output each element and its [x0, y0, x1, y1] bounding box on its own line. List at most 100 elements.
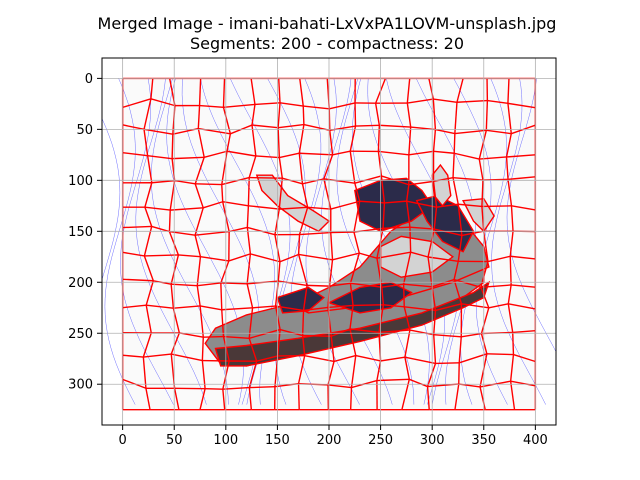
segment-edge [454, 152, 480, 160]
segment-edge [349, 151, 356, 184]
segment-edge [203, 335, 224, 338]
segment-edge [249, 385, 275, 389]
segment-edge [249, 328, 281, 339]
segment-edge [277, 102, 281, 128]
segment-edge [433, 150, 455, 154]
shoe-regions [204, 163, 495, 367]
segment-edge [349, 252, 360, 284]
segment-edge [458, 336, 462, 363]
segment-edge [505, 133, 512, 158]
segment-edge [374, 103, 381, 126]
segment-edge [222, 201, 249, 207]
segment-edge [328, 259, 334, 287]
segment-edge [220, 260, 230, 284]
segment-edge [327, 307, 332, 337]
segment-edge [461, 332, 482, 338]
segment-edge [199, 305, 222, 311]
segment-edge [302, 285, 308, 311]
segment-edge [331, 328, 351, 337]
segment-edge [221, 307, 253, 311]
segment-edge [457, 204, 463, 236]
segment-edge [143, 353, 172, 358]
segment-edge [143, 98, 152, 130]
plot-area [102, 58, 556, 425]
segment-edge [297, 355, 306, 384]
segment-edge [354, 183, 361, 202]
segment-edge [453, 279, 463, 305]
segment-edge [122, 151, 148, 157]
segment-edge [279, 206, 308, 210]
segment-edge [194, 183, 204, 209]
segment-edge [248, 205, 280, 210]
segment-edge [303, 105, 330, 110]
segment-edge [171, 134, 174, 159]
segment-edge [376, 251, 411, 259]
segment-edge [432, 129, 437, 152]
segment-edge [408, 150, 434, 156]
contour-line [321, 78, 393, 405]
segment-edge [406, 102, 412, 128]
segment-edge [406, 200, 437, 208]
segment-edge [454, 102, 458, 134]
segment-edge [353, 231, 360, 254]
segment-edge [405, 201, 411, 228]
segment-edge [151, 179, 175, 184]
segment-edge [507, 179, 513, 206]
y-tick-label: 200 [68, 276, 93, 291]
segment-edge [248, 360, 258, 388]
segment-edge [142, 356, 147, 389]
x-tick-label: 0 [118, 433, 126, 448]
segment-edge [199, 104, 224, 109]
segment-edge [433, 207, 438, 230]
segment-edge [252, 305, 276, 309]
segment-edge [221, 309, 225, 337]
segment-edge [506, 154, 536, 158]
segment-edge [507, 176, 536, 181]
segment-edge [221, 176, 250, 186]
segment-edge [480, 307, 490, 334]
segment-edge [150, 98, 176, 107]
segment-edge [349, 305, 354, 330]
segment-edge [278, 178, 283, 210]
segment-edge [143, 129, 149, 156]
segment-edge [405, 184, 410, 202]
segment-edge [198, 78, 202, 106]
contour-line [491, 78, 546, 405]
segment-edge [278, 157, 283, 179]
segment-edge [194, 234, 202, 257]
segment-edge [122, 304, 147, 309]
segment-edge [222, 78, 226, 108]
segment-edge [349, 125, 357, 152]
segment-edge [435, 128, 455, 135]
segment-edge [409, 378, 428, 388]
contour-line [506, 78, 556, 353]
segment-edge [143, 128, 173, 135]
segment-edge [353, 304, 384, 307]
segment-edge [435, 362, 460, 365]
segment-edge [353, 201, 361, 233]
segment-edge [507, 102, 536, 109]
segment-edge [409, 226, 435, 230]
segment-edge [203, 201, 223, 209]
segment-edge [509, 256, 512, 286]
segment-edge [151, 225, 170, 233]
segment-edge [480, 287, 490, 309]
segment-edge [247, 177, 250, 206]
segment-edge [196, 285, 201, 307]
contour-line [336, 78, 415, 405]
segment-edge [171, 353, 203, 362]
segment-edge [452, 153, 455, 178]
segment-edge [376, 228, 384, 259]
segment-edge [359, 252, 378, 259]
segment-edge [298, 153, 304, 184]
segment-edge [146, 155, 153, 183]
segment-edge [279, 253, 299, 263]
y-tick-label: 100 [68, 174, 93, 189]
segment-edge [200, 256, 229, 262]
segment-edge [402, 284, 405, 307]
segment-edge [297, 254, 308, 286]
segment-edge [246, 205, 250, 228]
segment-edge [329, 130, 334, 155]
segment-edge [507, 303, 514, 333]
